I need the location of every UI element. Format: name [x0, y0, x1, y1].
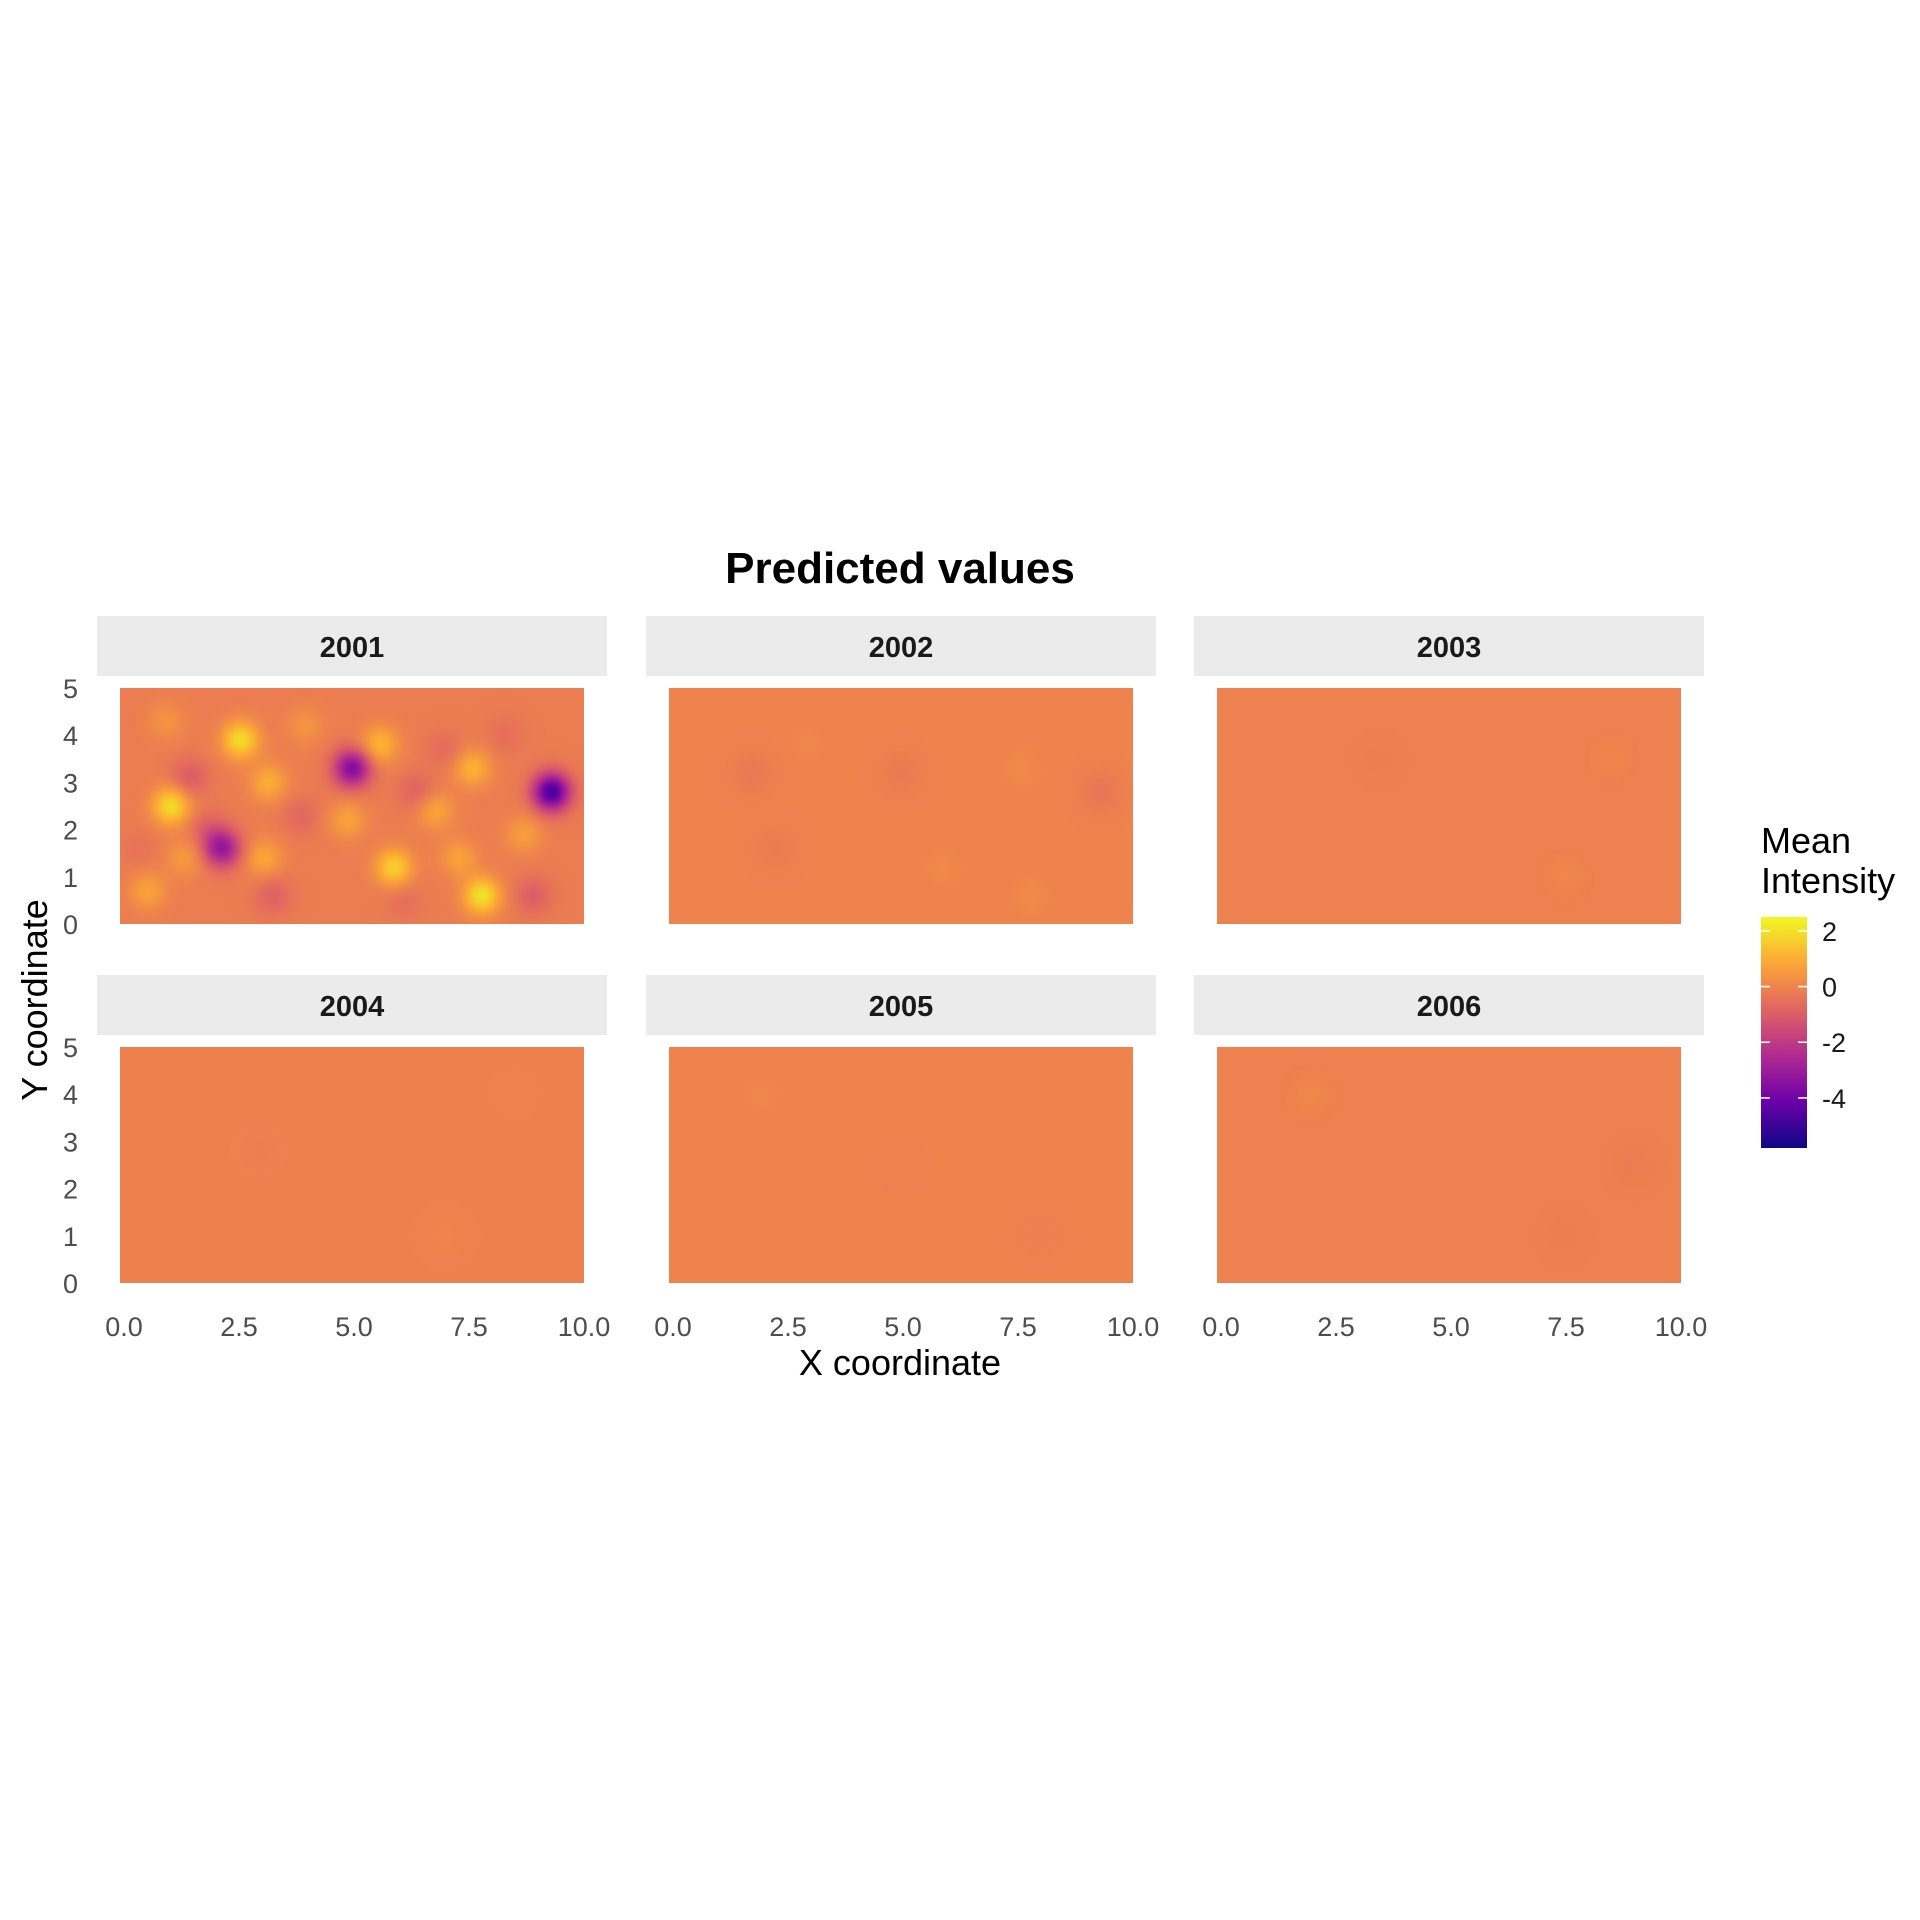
- facet-panel-2006: 2006 0.0 2.5 5.0 7.5 10.0: [1194, 975, 1707, 1342]
- y-tick-label: 4: [63, 721, 78, 751]
- heatmap-raster: [669, 688, 1133, 924]
- x-tick-label: 10.0: [558, 1312, 611, 1342]
- heatmap-raster: [1217, 1047, 1681, 1283]
- y-tick-label: 1: [63, 1222, 78, 1252]
- legend-break-label: 0: [1822, 973, 1837, 1003]
- y-tick-label: 1: [63, 863, 78, 893]
- x-tick-label: 5.0: [884, 1312, 922, 1342]
- heatmap-raster: [1217, 688, 1681, 924]
- heatmap-raster: [120, 1047, 584, 1283]
- x-tick-label: 2.5: [769, 1312, 807, 1342]
- facet-panel-2002: 2002: [646, 616, 1156, 924]
- legend-colorbar: [1761, 917, 1807, 1148]
- y-tick-label: 2: [63, 816, 78, 846]
- x-tick-label: 2.5: [1317, 1312, 1355, 1342]
- x-tick-label: 0.0: [1202, 1312, 1240, 1342]
- facet-strip: [646, 616, 1156, 676]
- facet-strip: [1194, 616, 1704, 676]
- legend-title-line-2: Intensity: [1761, 860, 1895, 901]
- y-tick-label: 3: [63, 768, 78, 798]
- x-tick-label: 7.5: [1547, 1312, 1585, 1342]
- facet-strip-label: 2006: [1417, 991, 1482, 1023]
- y-tick-label: 4: [63, 1080, 78, 1110]
- legend-break-label: -2: [1822, 1028, 1846, 1058]
- color-legend: Mean Intensity 2 0 -2 -4: [1761, 820, 1895, 1148]
- y-tick-label: 2: [63, 1175, 78, 1205]
- x-tick-label: 7.5: [450, 1312, 488, 1342]
- facet-panel-2004: 2004 0 1 2 3 4 5 0.0 2.5 5.0 7.5 10.0: [63, 975, 610, 1342]
- facet-strip: [646, 975, 1156, 1035]
- facet-strip-label: 2002: [869, 632, 934, 664]
- facet-panels: 2001 0 1 2 3 4 5 2002 2003 2004 0 1 2 3 4 5 0.0 2.5 5.0 7.5…: [63, 616, 1707, 1342]
- facet-strip-label: 2004: [320, 991, 385, 1023]
- heatmap-raster: [120, 688, 584, 924]
- facet-strip-label: 2005: [869, 991, 934, 1023]
- facet-panel-2005: 2005 0.0 2.5 5.0 7.5 10.0: [646, 975, 1159, 1342]
- legend-break-label: -4: [1822, 1084, 1846, 1114]
- y-axis-title: Y coordinate: [14, 899, 55, 1100]
- facet-strip-label: 2003: [1417, 632, 1482, 664]
- facet-strip: [97, 616, 607, 676]
- y-tick-label: 0: [63, 910, 78, 940]
- facet-strip: [1194, 975, 1704, 1035]
- x-tick-label: 2.5: [220, 1312, 258, 1342]
- y-tick-label: 0: [63, 1269, 78, 1299]
- x-tick-label: 7.5: [999, 1312, 1037, 1342]
- x-tick-label: 10.0: [1107, 1312, 1160, 1342]
- facet-strip-label: 2001: [320, 632, 385, 664]
- x-tick-label: 5.0: [335, 1312, 373, 1342]
- x-axis-title: X coordinate: [799, 1342, 1001, 1383]
- heatmap-raster: [669, 1047, 1133, 1283]
- facet-panel-2001: 2001 0 1 2 3 4 5: [63, 616, 607, 940]
- chart-title: Predicted values: [725, 544, 1075, 593]
- x-tick-label: 0.0: [654, 1312, 692, 1342]
- x-tick-label: 0.0: [105, 1312, 143, 1342]
- y-tick-label: 5: [63, 1033, 78, 1063]
- y-tick-label: 3: [63, 1127, 78, 1157]
- facet-strip: [97, 975, 607, 1035]
- x-tick-label: 10.0: [1655, 1312, 1708, 1342]
- y-tick-label: 5: [63, 674, 78, 704]
- facet-panel-2003: 2003: [1194, 616, 1704, 924]
- x-tick-label: 5.0: [1432, 1312, 1470, 1342]
- legend-break-label: 2: [1822, 917, 1837, 947]
- legend-title-line-1: Mean: [1761, 820, 1851, 861]
